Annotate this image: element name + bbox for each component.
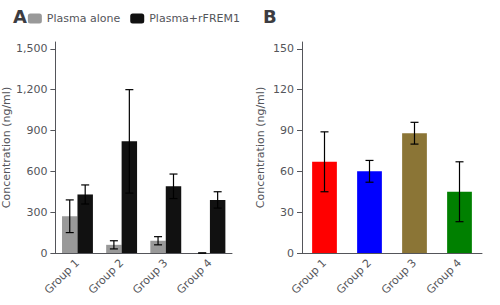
svg-text:Plasma alone: Plasma alone <box>47 12 121 25</box>
svg-text:Concentration (ng/ml): Concentration (ng/ml) <box>0 87 13 208</box>
svg-text:Group 4: Group 4 <box>174 256 214 296</box>
svg-text:Group 4: Group 4 <box>424 256 464 296</box>
svg-text:0: 0 <box>40 247 47 260</box>
svg-text:Group 1: Group 1 <box>289 256 329 296</box>
svg-text:90: 90 <box>280 124 294 137</box>
svg-text:300: 300 <box>26 206 47 219</box>
svg-text:60: 60 <box>280 165 294 178</box>
svg-text:120: 120 <box>273 83 294 96</box>
svg-text:Concentration (ng/ml): Concentration (ng/ml) <box>254 87 267 208</box>
svg-text:Plasma+rFREM1: Plasma+rFREM1 <box>149 12 240 25</box>
svg-text:150: 150 <box>273 42 294 55</box>
svg-text:0: 0 <box>287 247 294 260</box>
svg-text:B: B <box>263 6 277 27</box>
svg-text:Group 2: Group 2 <box>334 256 374 296</box>
svg-text:Group 3: Group 3 <box>379 256 419 296</box>
svg-text:600: 600 <box>26 165 47 178</box>
svg-text:1,200: 1,200 <box>16 83 48 96</box>
svg-text:Group 3: Group 3 <box>130 256 170 296</box>
svg-text:900: 900 <box>26 124 47 137</box>
svg-text:Group 1: Group 1 <box>42 256 82 296</box>
svg-text:1,500: 1,500 <box>16 42 48 55</box>
svg-text:Group 2: Group 2 <box>86 256 126 296</box>
svg-text:A: A <box>13 6 27 27</box>
svg-text:30: 30 <box>280 206 294 219</box>
